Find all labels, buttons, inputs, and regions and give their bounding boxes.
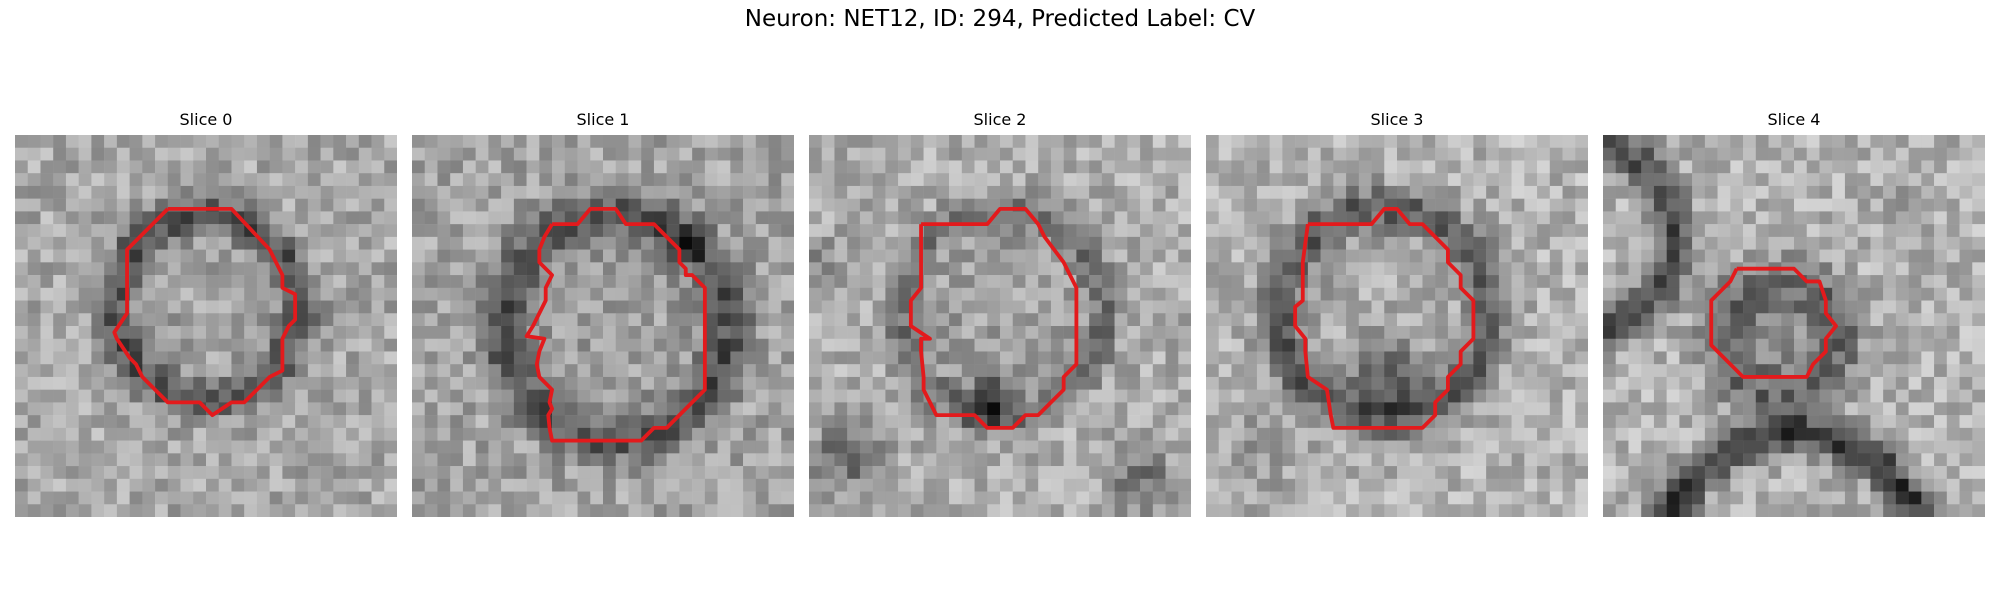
slice-title: Slice 1: [576, 110, 630, 129]
slice-image: [15, 135, 397, 517]
slice-panel-3: Slice 3: [1206, 108, 1588, 517]
slice-image: [1206, 135, 1588, 517]
microscopy-pixels: [809, 135, 1191, 517]
figure-title: Neuron: NET12, ID: 294, Predicted Label:…: [744, 6, 1256, 32]
segmentation-contour: [1293, 206, 1476, 430]
segmentation-contour: [524, 206, 707, 443]
slice-panel-0: Slice 0: [15, 108, 397, 517]
slice-title: Slice 3: [1370, 110, 1424, 129]
slice-image: [1603, 135, 1985, 517]
microscopy-pixels: [412, 135, 794, 517]
slice-image: [412, 135, 794, 517]
segmentation-contour: [112, 206, 298, 418]
microscopy-pixels: [1603, 135, 1985, 517]
segmentation-contour: [908, 206, 1079, 430]
slice-panel-4: Slice 4: [1603, 108, 1985, 517]
slice-panel-2: Slice 2: [809, 108, 1191, 517]
slice-title: Slice 2: [973, 110, 1027, 129]
microscopy-pixels: [15, 135, 397, 517]
microscopy-pixels: [1206, 135, 1588, 517]
slice-title: Slice 0: [179, 110, 233, 129]
slice-title: Slice 4: [1767, 110, 1821, 129]
slice-image: [809, 135, 1191, 517]
segmentation-contour: [1709, 266, 1838, 379]
slice-panel-1: Slice 1: [412, 108, 794, 517]
